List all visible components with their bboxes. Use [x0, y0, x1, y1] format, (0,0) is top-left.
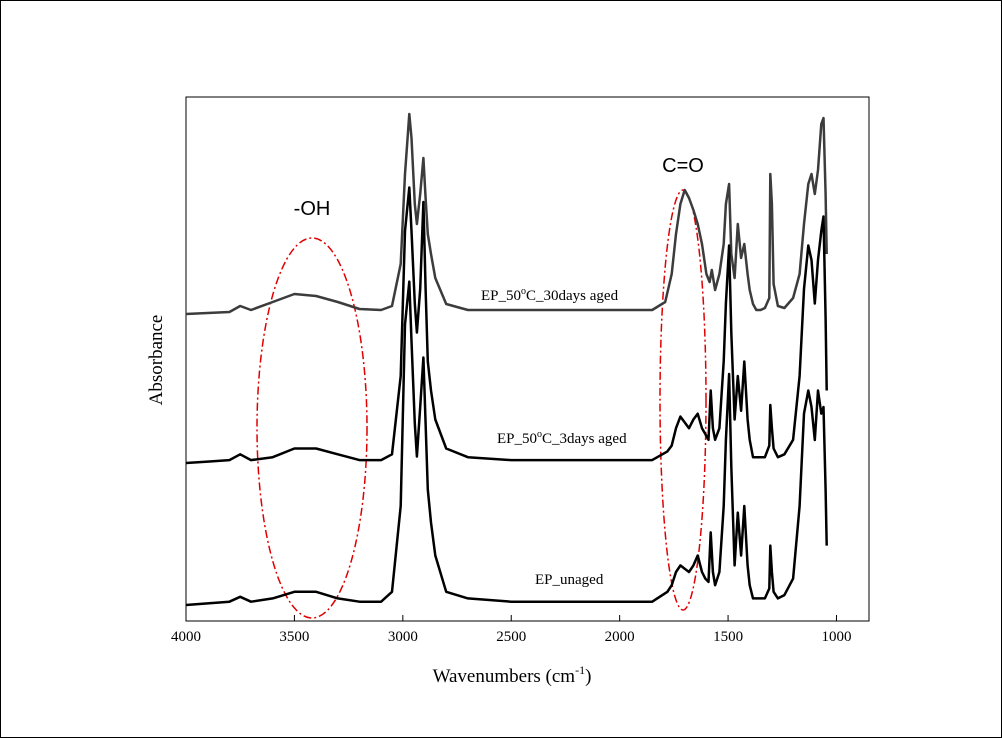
x-axis-label-suffix: ): [585, 666, 591, 687]
co-annotation-label: C=O: [662, 155, 704, 177]
x-axis-label: Wavenumbers (cm-1): [433, 663, 592, 687]
x-tick-label: 3500: [279, 629, 309, 645]
x-axis-label-sup: -1: [575, 663, 585, 677]
series-label-unaged: EP_unaged: [535, 572, 604, 588]
series-line-unaged: [185, 280, 828, 607]
x-tick-label: 1000: [821, 629, 851, 645]
oh-annotation-label: -OH: [294, 198, 331, 220]
series-layer: [185, 112, 828, 607]
series-label-30days: EP_50oC_30days aged: [481, 286, 619, 304]
x-tick-label: 1500: [713, 629, 743, 645]
series-label-3days: EP_50oC_3days aged: [497, 429, 627, 447]
series-line-30days: [185, 112, 828, 316]
co-region-ellipse: [659, 189, 707, 611]
series-line-3days: [185, 186, 828, 465]
y-axis-label: Absorbance: [146, 315, 167, 406]
oh-region-ellipse: [256, 237, 368, 619]
x-axis-ticks: 4000 3500 3000 2500 2000 1500 1000: [171, 615, 851, 645]
plot-area: [185, 96, 870, 622]
x-tick-label: 2000: [605, 629, 635, 645]
x-tick-label: 3000: [388, 629, 418, 645]
x-tick-label: 4000: [171, 629, 201, 645]
x-tick-label: 2500: [496, 629, 526, 645]
x-axis-label-main: Wavenumbers (cm: [433, 666, 576, 687]
